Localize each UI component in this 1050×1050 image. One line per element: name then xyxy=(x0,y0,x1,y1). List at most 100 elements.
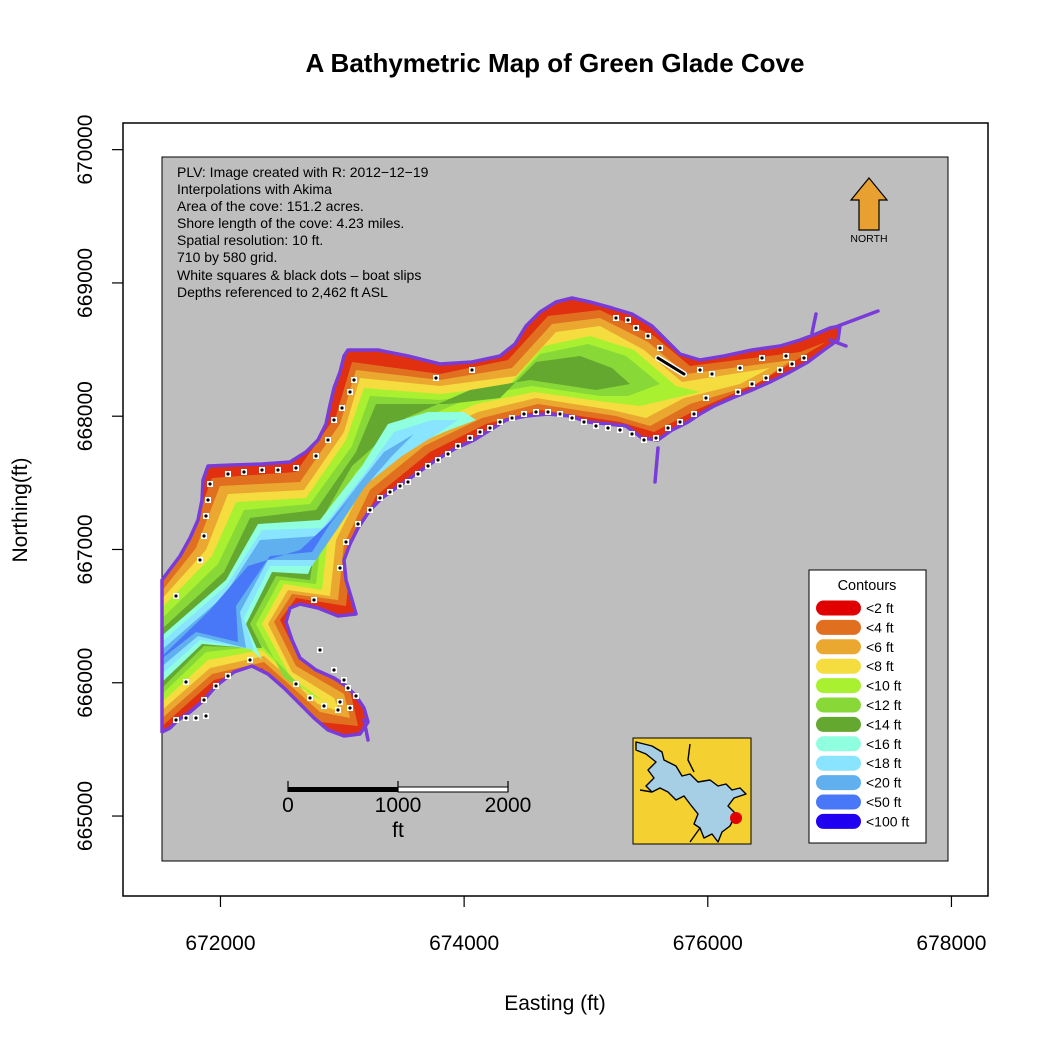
info-text-block: PLV: Image created with R: 2012−12−19 In… xyxy=(177,164,429,300)
boat-slip-dot xyxy=(184,680,188,684)
boat-slip-dot xyxy=(510,416,514,420)
boat-slip-dot xyxy=(312,598,316,602)
boat-slip-dot xyxy=(194,716,198,720)
boat-slip-dot xyxy=(204,514,208,518)
boat-slip-dot xyxy=(710,372,714,376)
scale-label: 0 xyxy=(282,794,294,817)
boat-slip-dot xyxy=(294,466,298,470)
boat-slip-dot xyxy=(406,480,410,484)
legend-label: <6 ft xyxy=(866,639,894,655)
legend-label: <4 ft xyxy=(866,619,894,635)
boat-slip-dot xyxy=(294,682,298,686)
boat-slip-dot xyxy=(416,472,420,476)
boat-slip-dot xyxy=(478,430,482,434)
x-tick-label: 676000 xyxy=(673,932,743,955)
legend: Contours <2 ft <4 ft <6 ft <8 ft <10 ft <12 f… xyxy=(808,569,927,844)
boat-slip-dot xyxy=(678,420,682,424)
legend-swatch xyxy=(816,639,861,655)
boat-slip-dot xyxy=(750,382,754,386)
x-axis: 672000 674000 676000 678000 xyxy=(185,896,986,955)
boat-slip-dot xyxy=(368,508,372,512)
boat-slip-dot xyxy=(626,318,630,322)
boat-slip-dot xyxy=(348,390,352,394)
boat-slip-dot xyxy=(558,412,562,416)
legend-swatch xyxy=(816,716,861,732)
boat-slip-dot xyxy=(204,714,208,718)
boat-slip-dot xyxy=(344,540,348,544)
legend-swatch xyxy=(816,658,861,674)
boat-slip-dot xyxy=(546,410,550,414)
boat-slip-dot xyxy=(790,362,794,366)
y-tick-label: 669000 xyxy=(74,248,97,318)
inset-lake-outline xyxy=(635,741,747,843)
y-tick-label: 670000 xyxy=(74,115,97,185)
boat-slip-dot xyxy=(314,454,318,458)
boat-slip-dot xyxy=(692,412,696,416)
boat-slip-dot xyxy=(202,534,206,538)
inset-locator-map xyxy=(632,737,752,845)
shoreline xyxy=(160,296,842,738)
boat-slip-dot xyxy=(202,698,206,702)
boat-slip-dot xyxy=(606,426,610,430)
legend-swatch xyxy=(816,794,861,810)
legend-label: <2 ft xyxy=(866,600,894,616)
boat-slips xyxy=(173,315,807,723)
boat-slip-dot xyxy=(618,428,622,432)
legend-title: Contours xyxy=(838,578,897,594)
boat-slip-dot xyxy=(398,484,402,488)
boat-slip-dot xyxy=(336,708,340,712)
boat-slip-dot xyxy=(198,558,202,562)
boat-slip-dot xyxy=(760,356,764,360)
info-line: Area of the cove: 151.2 acres. xyxy=(177,198,364,214)
boat-slip-dot xyxy=(704,396,708,400)
stream-east xyxy=(836,309,880,328)
boat-slip-dot xyxy=(378,496,382,500)
boat-slip-dot xyxy=(174,594,178,598)
boat-slip-dot xyxy=(348,706,352,710)
boat-slip-dot xyxy=(332,418,336,422)
boat-slip-dot xyxy=(534,410,538,414)
boat-slip-dot xyxy=(802,356,806,360)
legend-swatch xyxy=(816,697,861,713)
y-axis-label: Northing(ft) xyxy=(9,457,32,562)
boat-slip-dot xyxy=(582,420,586,424)
boat-slip-dot xyxy=(630,432,634,436)
boat-slip-dot xyxy=(594,424,598,428)
scale-unit: ft xyxy=(392,819,404,842)
legend-swatch xyxy=(816,678,861,694)
boat-slip-dot xyxy=(318,648,322,652)
stream-northeast xyxy=(810,312,818,335)
boat-slip-dot xyxy=(354,694,358,698)
north-arrow: NORTH xyxy=(849,177,889,245)
info-line: Depths referenced to 2,462 ft ASL xyxy=(177,284,388,300)
boat-slip-dot xyxy=(260,468,264,472)
legend-swatch xyxy=(816,755,861,771)
boat-slip-dot xyxy=(784,354,788,358)
boat-slip-dot xyxy=(326,438,330,442)
stream-south xyxy=(653,446,660,484)
boat-slip-dot xyxy=(276,468,280,472)
boat-dock-line xyxy=(656,356,686,376)
boat-slip-dot xyxy=(308,696,312,700)
legend-swatch xyxy=(816,600,861,616)
boat-slip-dot xyxy=(332,668,336,672)
boat-slip-dot xyxy=(658,346,662,350)
boat-slip-dot xyxy=(248,658,252,662)
boat-slip-dot xyxy=(434,376,438,380)
boat-slip-dot xyxy=(356,522,360,526)
boat-slip-dot xyxy=(634,326,638,330)
x-axis-label: Easting (ft) xyxy=(504,992,606,1015)
boat-slip-dot xyxy=(436,458,440,462)
boat-slip-dot xyxy=(764,376,768,380)
boat-slip-dot xyxy=(698,368,702,372)
scale-label: 1000 xyxy=(375,794,422,817)
boat-slip-dot xyxy=(388,490,392,494)
boat-slip-dot xyxy=(174,718,178,722)
legend-label: <18 ft xyxy=(866,755,902,771)
boat-slip-dot xyxy=(352,378,356,382)
depth-zone-6ft xyxy=(162,318,792,720)
inlet-streams xyxy=(362,309,880,742)
boat-slip-dot xyxy=(426,464,430,468)
y-tick-label: 665000 xyxy=(74,781,97,851)
